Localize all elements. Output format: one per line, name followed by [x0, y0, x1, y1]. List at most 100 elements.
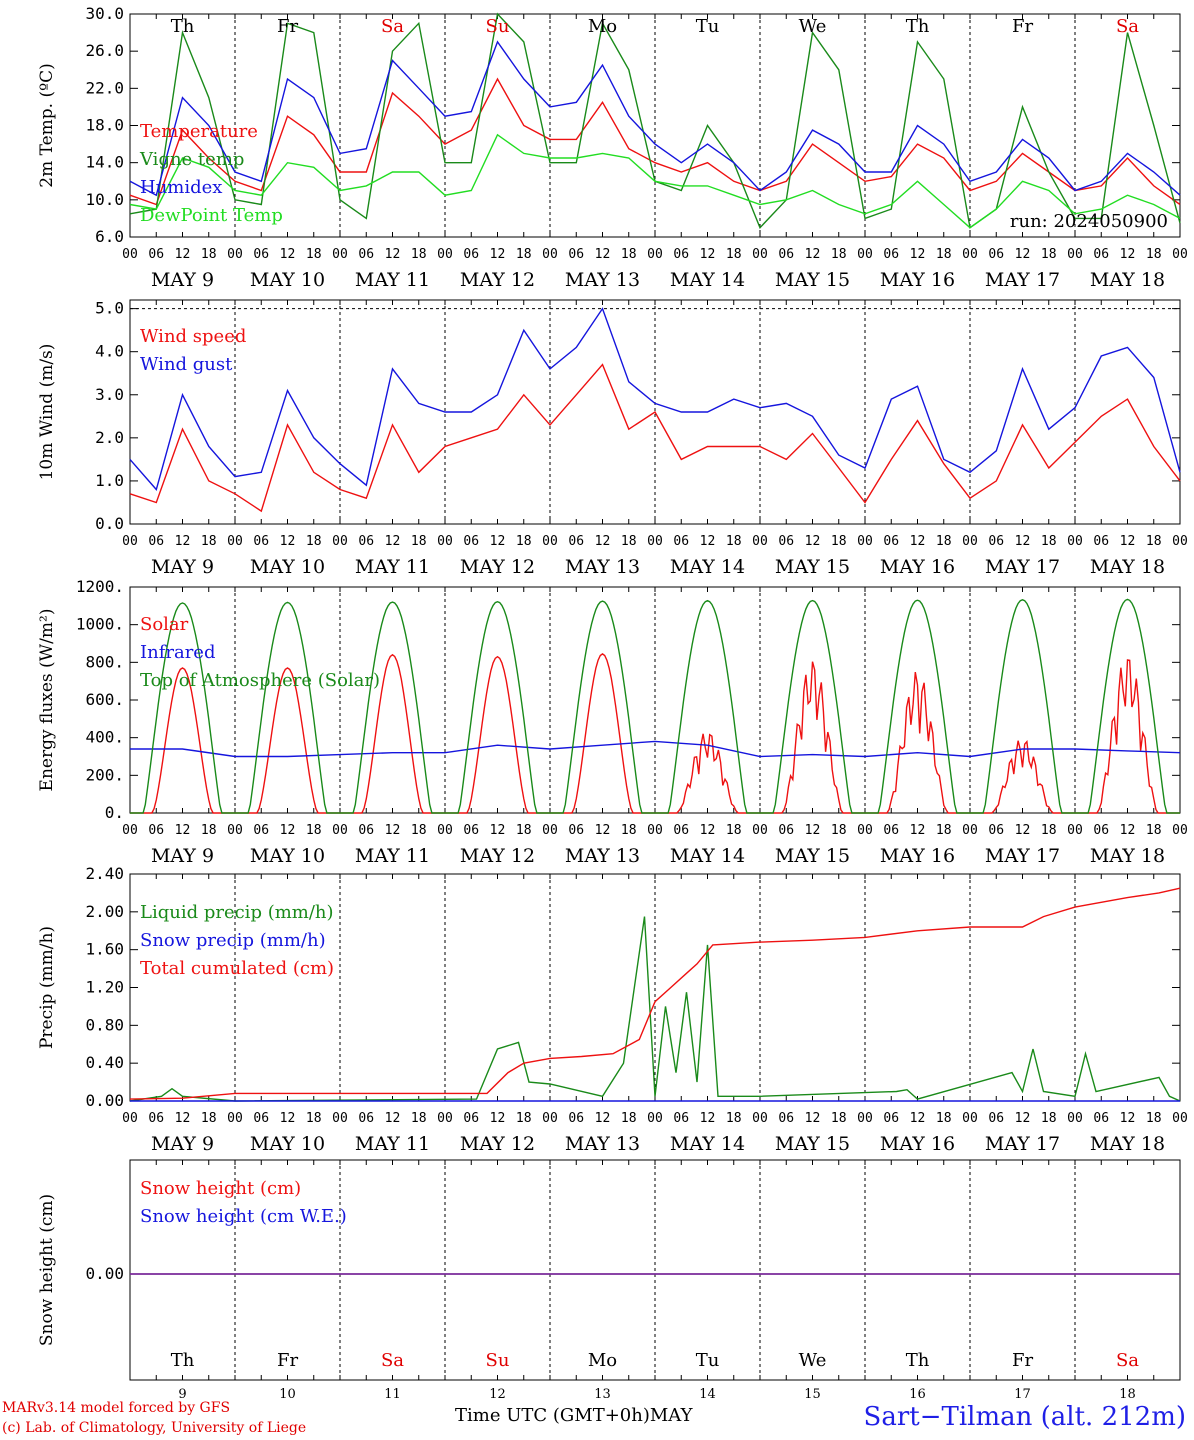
weekday-label: Fr [1012, 1350, 1033, 1371]
hour-tick-label: 00 [1067, 1111, 1083, 1126]
day-number-label: 17 [1014, 1387, 1031, 1402]
hour-tick-label: 18 [621, 1111, 637, 1126]
hour-tick-label: 06 [883, 823, 899, 838]
hour-tick-label: 00 [1172, 1111, 1188, 1126]
y-tick-label: 22.0 [85, 78, 124, 97]
date-label: MAY 16 [880, 845, 955, 867]
hour-tick-label: 12 [1015, 247, 1031, 262]
series-line [129, 887, 1181, 1100]
hour-tick-label: 00 [542, 534, 558, 549]
hour-tick-label: 06 [568, 534, 584, 549]
y-tick-label: 30.0 [85, 4, 124, 23]
lab-credit: (c) Lab. of Climatology, University of L… [2, 1420, 307, 1436]
weekday-label: Th [906, 1350, 930, 1371]
hour-tick-label: 18 [1041, 823, 1057, 838]
weekday-label: Tu [696, 1350, 720, 1371]
hour-tick-label: 06 [883, 1111, 899, 1126]
y-tick-label: 10.0 [85, 190, 124, 209]
hour-tick-label: 00 [962, 1111, 978, 1126]
hour-tick-label: 06 [253, 534, 269, 549]
hour-tick-label: 18 [411, 247, 427, 262]
legend-entry: Wind speed [140, 326, 246, 347]
hour-tick-label: 12 [1015, 534, 1031, 549]
hour-tick-label: 06 [148, 1111, 164, 1126]
hour-tick-label: 12 [700, 534, 716, 549]
hour-tick-label: 12 [910, 1111, 926, 1126]
date-label: MAY 9 [151, 556, 214, 578]
legend-entry: Total cumulated (cm) [140, 958, 334, 979]
hour-tick-label: 18 [201, 1111, 217, 1126]
date-label: MAY 13 [565, 556, 640, 578]
hour-tick-label: 00 [752, 823, 768, 838]
plot-frame-1 [129, 13, 1181, 238]
weekday-label: Sa [381, 1350, 404, 1371]
date-label: MAY 14 [670, 1133, 745, 1155]
hour-tick-label: 18 [726, 823, 742, 838]
date-label: MAY 13 [565, 269, 640, 291]
hour-tick-label: 12 [910, 823, 926, 838]
hour-tick-label: 00 [227, 1111, 243, 1126]
hour-tick-label: 00 [647, 534, 663, 549]
hour-tick-label: 18 [201, 534, 217, 549]
y-tick-label: 400. [85, 728, 124, 747]
series-line [130, 740, 1181, 758]
hour-tick-label: 12 [805, 534, 821, 549]
legend-entry: Snow height (cm) [140, 1178, 301, 1199]
hour-tick-label: 06 [463, 1111, 479, 1126]
legend-entry: Solar [140, 614, 189, 635]
date-label: MAY 15 [775, 269, 850, 291]
hour-tick-label: 00 [437, 823, 453, 838]
y-axis-label: Energy fluxes (W/m²) [37, 609, 57, 792]
hour-tick-label: 00 [332, 823, 348, 838]
hour-tick-label: 18 [411, 823, 427, 838]
date-label: MAY 17 [985, 269, 1060, 291]
y-axis-label: 2m Temp. (ºC) [37, 63, 57, 188]
hour-tick-label: 12 [595, 534, 611, 549]
series-line [129, 916, 1181, 1102]
date-label: MAY 12 [460, 269, 535, 291]
hour-tick-label: 06 [148, 534, 164, 549]
hour-tick-label: 06 [358, 247, 374, 262]
y-tick-label: 2.00 [85, 902, 124, 921]
run-label: run: 2024050900 [1010, 211, 1168, 232]
day-number-label: 13 [594, 1387, 611, 1402]
legend-entry: Vigne temp [139, 149, 244, 170]
y-tick-label: 6.0 [95, 227, 124, 246]
date-label: MAY 10 [250, 845, 325, 867]
hour-tick-label: 18 [516, 823, 532, 838]
y-tick-label: 2.40 [85, 864, 124, 883]
hour-tick-label: 18 [726, 247, 742, 262]
hour-tick-label: 06 [463, 823, 479, 838]
day-number-label: 11 [384, 1387, 401, 1402]
hour-tick-label: 18 [411, 1111, 427, 1126]
weekday-label: We [799, 1350, 827, 1371]
hour-tick-label: 18 [936, 1111, 952, 1126]
day-number-label: 12 [489, 1387, 506, 1402]
date-label: MAY 9 [151, 1133, 214, 1155]
date-label: MAY 12 [460, 845, 535, 867]
legend-entry: Infrared [140, 642, 215, 663]
y-tick-label: 1.60 [85, 940, 124, 959]
hour-tick-label: 00 [437, 534, 453, 549]
station-name: Sart−Tilman (alt. 212m) [863, 1402, 1186, 1432]
date-label: MAY 16 [880, 1133, 955, 1155]
date-label: MAY 18 [1090, 269, 1165, 291]
hour-tick-label: 12 [910, 247, 926, 262]
hour-tick-label: 00 [227, 823, 243, 838]
y-tick-label: 0.80 [85, 1015, 124, 1034]
hour-tick-label: 12 [385, 1111, 401, 1126]
hour-tick-label: 12 [175, 1111, 191, 1126]
hour-tick-label: 12 [700, 1111, 716, 1126]
hour-tick-label: 00 [227, 247, 243, 262]
hour-tick-label: 12 [595, 1111, 611, 1126]
weekday-label: Su [486, 16, 510, 37]
hour-tick-label: 00 [122, 823, 138, 838]
weekday-label: Sa [1116, 1350, 1139, 1371]
hour-tick-label: 12 [595, 823, 611, 838]
date-label: MAY 11 [355, 269, 430, 291]
hour-tick-label: 00 [1172, 534, 1188, 549]
y-tick-label: 2.0 [95, 428, 124, 447]
hour-tick-label: 18 [831, 823, 847, 838]
date-label: MAY 17 [985, 845, 1060, 867]
time-axis-label: Time UTC (GMT+0h)MAY [455, 1405, 692, 1426]
